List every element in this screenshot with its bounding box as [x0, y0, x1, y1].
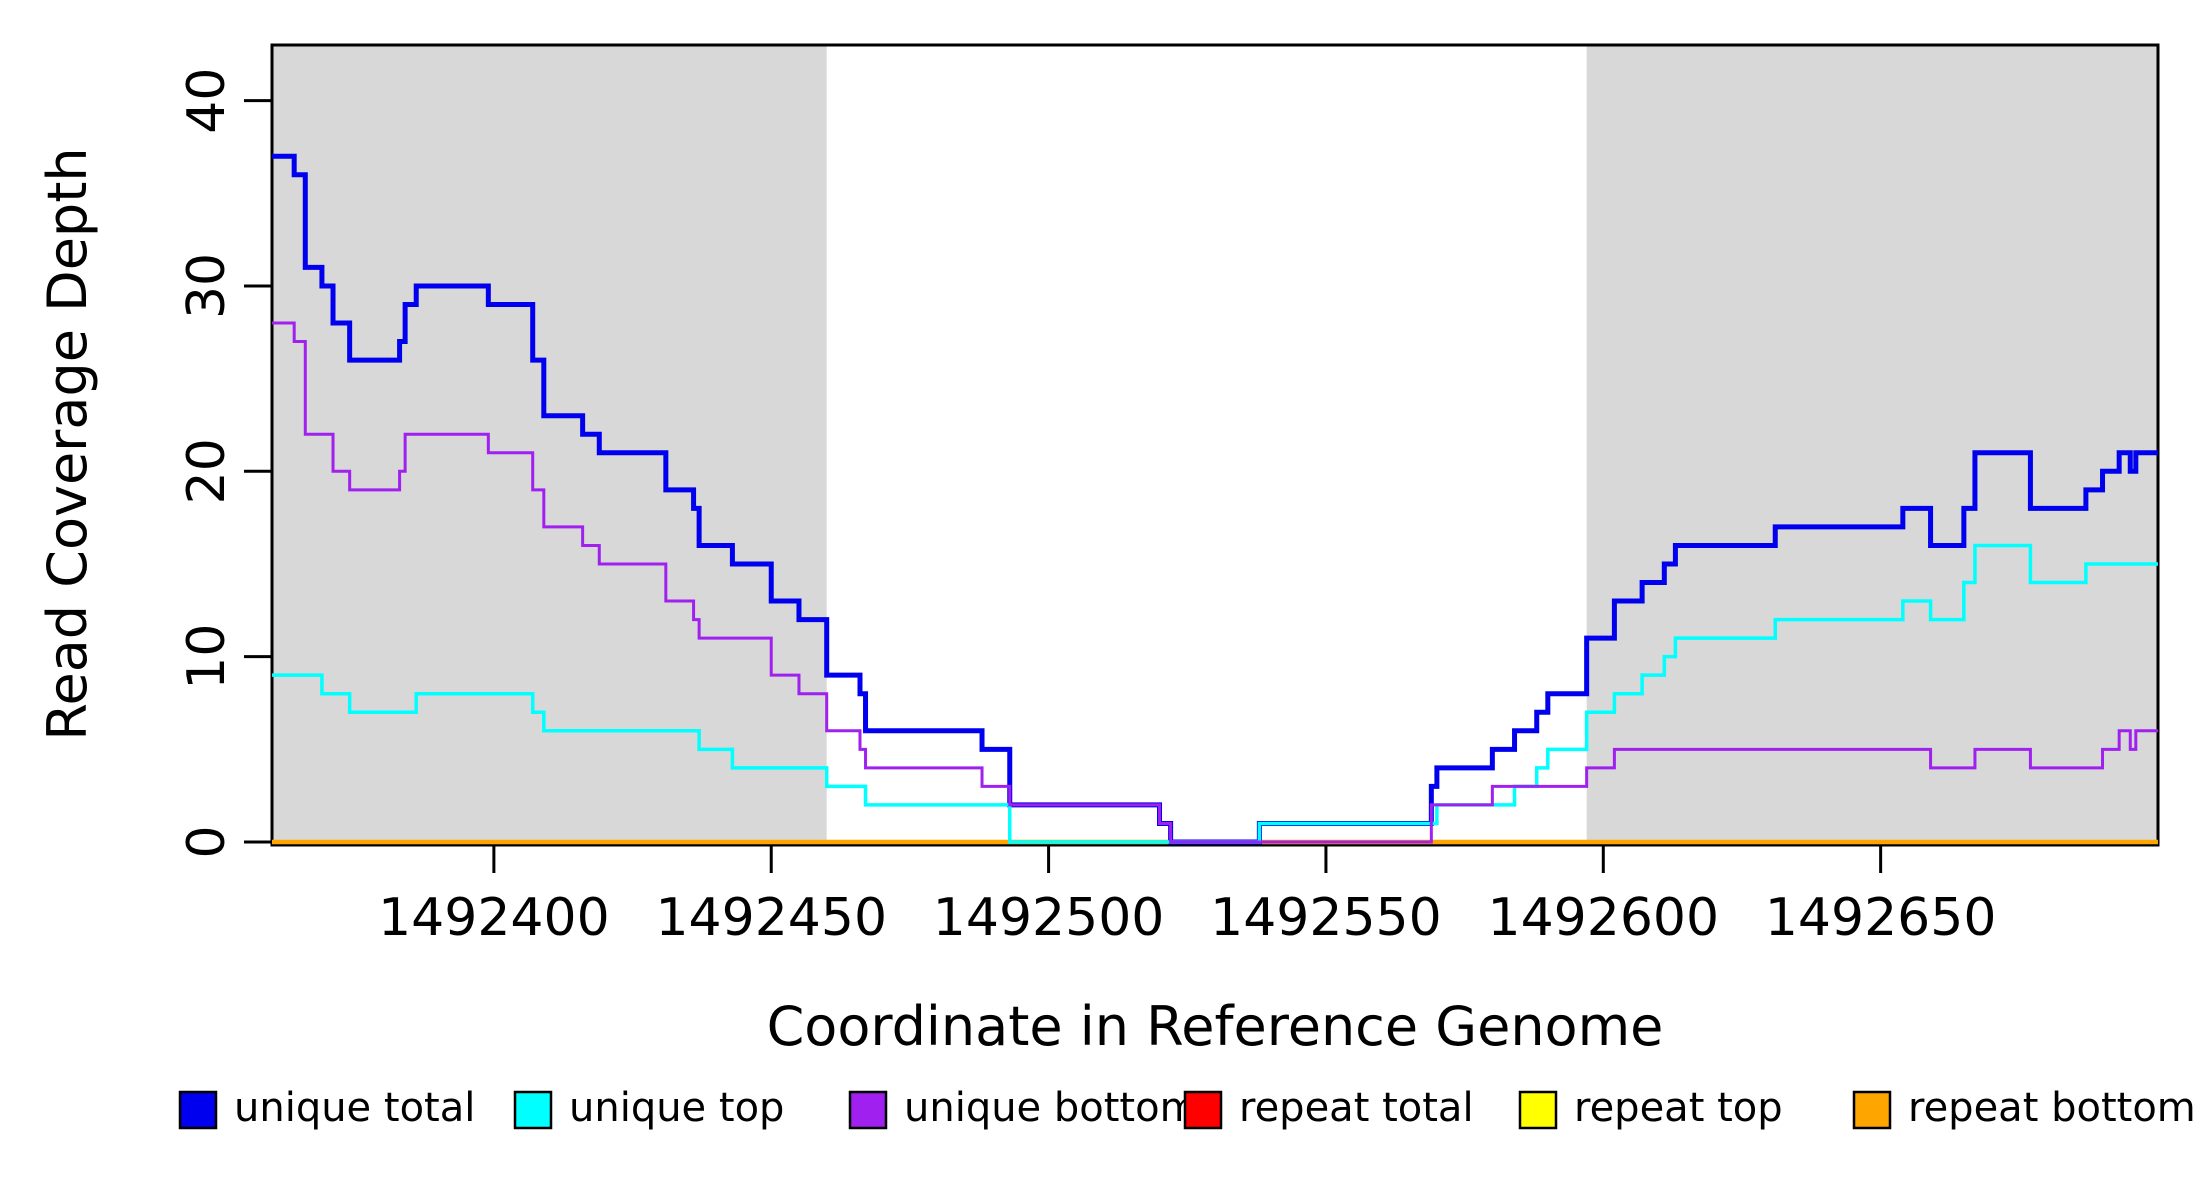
x-tick-label: 1492600 [1487, 888, 1719, 948]
legend-swatch [1852, 1090, 1892, 1130]
legend-item-repeat-top: repeat top [1518, 1085, 1783, 1131]
y-axis-title: Read Coverage Depth [36, 147, 99, 740]
legend-label: repeat bottom [1908, 1085, 2196, 1131]
legend-swatch [178, 1090, 218, 1130]
y-tick-label: 10 [177, 624, 237, 690]
x-tick-label: 1492650 [1765, 888, 1997, 948]
legend-label: repeat total [1239, 1085, 1474, 1131]
series-lines [272, 153, 2158, 845]
shaded-repeat-regions [272, 46, 2158, 845]
legend-label: unique total [234, 1085, 475, 1131]
shaded-region [1586, 46, 2158, 845]
legend-swatch [1518, 1090, 1558, 1130]
legend-item-repeat-bottom: repeat bottom [1852, 1085, 2196, 1131]
legend-item-unique-total: unique total [178, 1085, 475, 1131]
series-unique-top [272, 543, 2158, 844]
legend-swatch [1183, 1090, 1223, 1130]
x-tick-label: 1492500 [933, 888, 1165, 948]
y-tick-label: 40 [177, 68, 237, 134]
shaded-region [272, 46, 827, 845]
legend-label: unique top [569, 1085, 784, 1131]
plot-box [270, 43, 2160, 847]
legend: unique total unique top unique bottom repea… [178, 1085, 2196, 1131]
legend-swatch [513, 1090, 553, 1130]
y-tick-label: 30 [177, 253, 237, 319]
legend-label: unique bottom [904, 1085, 1199, 1131]
x-tick-label: 1492550 [1210, 888, 1442, 948]
legend-swatch [848, 1090, 888, 1130]
x-axis-title: Coordinate in Reference Genome [767, 995, 1664, 1058]
y-tick-label: 20 [177, 438, 237, 504]
legend-item-unique-top: unique top [513, 1085, 784, 1131]
axes: 0 10 20 30 40 1492400 1492450 1492500 1492550 149… [177, 43, 2160, 948]
legend-label: repeat top [1574, 1085, 1783, 1131]
y-tick-label: 0 [177, 825, 237, 858]
x-tick-label: 1492400 [378, 888, 610, 948]
series-unique-bottom [272, 321, 2158, 844]
x-tick-label: 1492450 [655, 888, 887, 948]
legend-item-unique-bottom: unique bottom [848, 1085, 1199, 1131]
legend-item-repeat-total: repeat total [1183, 1085, 1474, 1131]
